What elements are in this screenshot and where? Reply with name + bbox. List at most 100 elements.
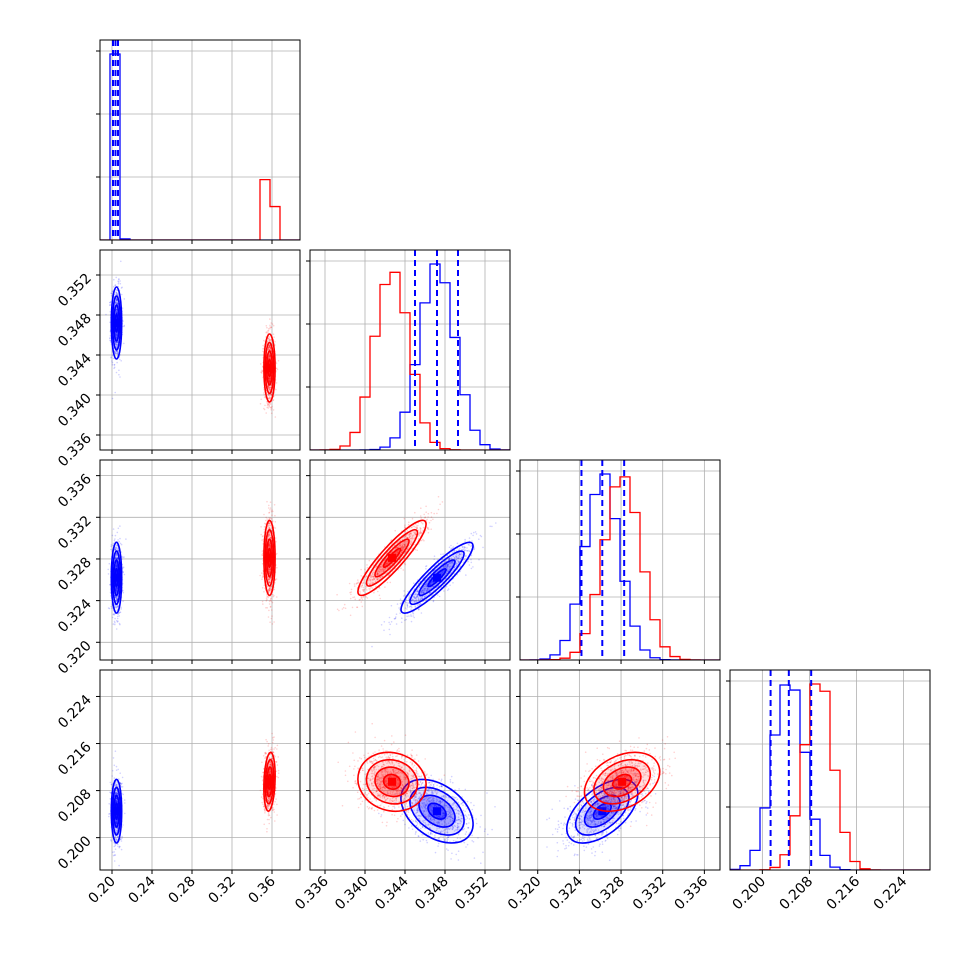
tick-marks <box>96 50 273 244</box>
scatter-point <box>379 571 381 573</box>
scatter-point <box>116 605 119 608</box>
scatter-point <box>443 590 445 592</box>
scatter-point <box>411 611 414 614</box>
scatter-point <box>268 588 271 590</box>
scatter-point <box>271 520 274 522</box>
scatter-point <box>115 553 118 556</box>
scatter-point <box>426 527 429 530</box>
scatter-point <box>270 597 272 600</box>
scatter-point <box>269 377 272 379</box>
scatter-point <box>268 578 271 581</box>
scatter-point <box>411 600 413 602</box>
scatter-point <box>123 324 126 327</box>
scatter-point <box>268 377 270 380</box>
scatter-point <box>455 558 458 561</box>
scatter-point <box>370 586 373 588</box>
scatter-point <box>395 547 398 549</box>
scatter-point <box>116 310 118 313</box>
scatter-point <box>351 606 354 609</box>
scatter-point <box>115 561 118 564</box>
scatter-point <box>117 527 120 530</box>
scatter-point <box>271 405 273 408</box>
scatter-point <box>268 588 270 591</box>
scatter-point <box>423 539 425 542</box>
scatter-point <box>467 543 470 546</box>
scatter-point <box>460 552 463 554</box>
scatter-point <box>107 568 109 571</box>
scatter-point <box>410 614 412 616</box>
scatter-point <box>116 299 118 302</box>
scatter-point <box>115 334 117 337</box>
scatter-point <box>268 348 270 351</box>
scatter-point <box>448 566 451 569</box>
scatter-point <box>388 621 390 624</box>
scatter-point <box>420 591 423 594</box>
scatter-point <box>261 372 263 374</box>
scatter-point <box>116 311 119 314</box>
scatter-point <box>116 334 118 337</box>
scatter-point <box>268 534 271 536</box>
scatter-point <box>115 566 118 568</box>
scatter-point <box>274 537 277 539</box>
scatter-point <box>449 573 451 575</box>
scatter-point <box>362 586 365 589</box>
scatter-point <box>408 596 411 598</box>
scatter-point <box>389 565 391 567</box>
scatter-point <box>372 577 375 580</box>
scatter-point <box>117 302 119 305</box>
scatter-point <box>399 544 402 547</box>
scatter-point <box>115 302 117 305</box>
scatter-point <box>115 587 118 590</box>
scatter-point <box>403 590 405 592</box>
scatter-point <box>414 599 417 602</box>
scatter-point <box>117 281 120 283</box>
scatter-point <box>424 579 426 582</box>
scatter-point <box>115 606 118 609</box>
scatter-point <box>416 590 419 593</box>
scatter-point <box>420 521 423 524</box>
scatter-point <box>266 527 269 529</box>
scatter-point <box>409 605 412 608</box>
scatter-point <box>269 586 272 589</box>
scatter-point <box>420 590 423 593</box>
scatter-point <box>270 394 273 397</box>
scatter-point <box>384 568 386 571</box>
scatter-point <box>450 544 452 547</box>
scatter-point <box>123 298 126 300</box>
scatter-point <box>121 286 123 289</box>
scatter-point <box>114 351 116 353</box>
scatter-point <box>114 352 117 355</box>
scatter-point <box>116 293 119 295</box>
scatter-point <box>468 549 470 552</box>
density-peak <box>265 364 274 372</box>
scatter-point <box>268 387 271 389</box>
scatter-point <box>116 299 118 302</box>
scatter-point <box>268 380 271 382</box>
tick-marks <box>96 274 273 454</box>
scatter-point <box>110 295 113 297</box>
scatter-point <box>111 607 113 609</box>
scatter-point <box>116 597 118 599</box>
scatter-point <box>116 556 118 559</box>
scatter-point <box>382 567 384 570</box>
scatter-point <box>122 566 125 569</box>
scatter-point <box>423 585 426 588</box>
scatter-point <box>114 596 117 598</box>
scatter-point <box>371 582 374 585</box>
scatter-point <box>463 548 466 550</box>
scatter-point <box>110 292 112 295</box>
scatter-point <box>269 577 272 580</box>
scatter-point <box>444 566 446 569</box>
scatter-point <box>268 603 271 605</box>
scatter-point <box>424 588 426 590</box>
scatter-point <box>270 386 272 389</box>
scatter-point <box>268 504 270 507</box>
scatter-point <box>271 615 273 617</box>
scatter-point <box>268 544 270 546</box>
scatter-point <box>271 514 273 516</box>
scatter-point <box>267 385 270 388</box>
scatter-point <box>450 561 452 563</box>
scatter-point <box>411 606 413 609</box>
scatter-point <box>115 291 118 294</box>
scatter-point <box>260 533 263 536</box>
